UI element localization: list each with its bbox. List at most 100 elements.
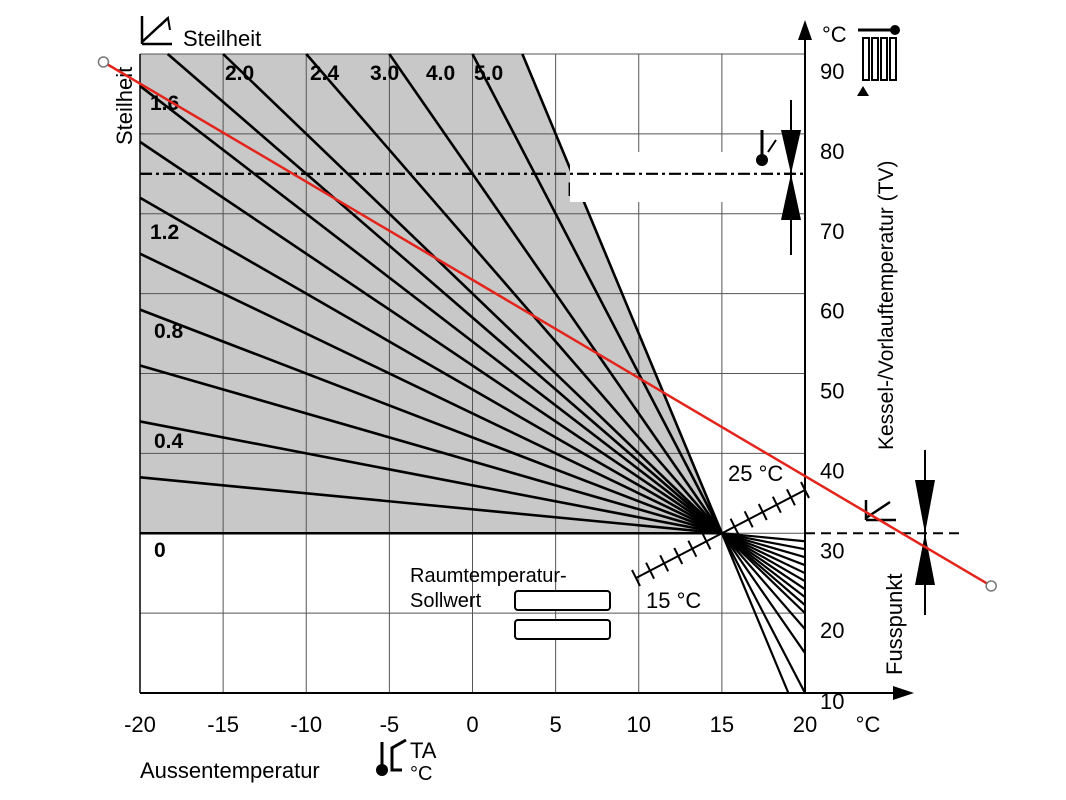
heating-curve-line: [139, 420, 723, 535]
ta-symbol-unit: °C: [410, 763, 432, 785]
heating-curve-line: [139, 84, 723, 535]
heating-curve-extension: [721, 532, 806, 583]
x-tick-label: 10: [627, 712, 651, 737]
y-unit-label: °C: [822, 22, 847, 47]
room-setpoint-tick: [659, 554, 670, 572]
heating-curve-line: [388, 53, 723, 534]
x-tick-label: 5: [550, 712, 562, 737]
ta-symbol-label: TA: [410, 738, 437, 763]
y-tick-label: 20: [820, 618, 844, 643]
y-tick-label: 90: [820, 59, 844, 84]
x-tick-label: -15: [207, 712, 239, 737]
heating-curve-line: [139, 196, 723, 535]
curve-value-label: 5.0: [474, 62, 503, 85]
annotations-layer: [140, 15, 960, 776]
y-tick-label: 80: [820, 139, 844, 164]
curve-value-label: 1.2: [150, 221, 179, 244]
x-tick-label: -5: [380, 712, 400, 737]
radiator-icon: [871, 37, 879, 81]
heating-curve-line: [166, 53, 723, 535]
radiator-icon: [880, 37, 888, 81]
room-setpoint-tick: [800, 481, 810, 499]
heating-curve-extension: [720, 532, 806, 654]
max-limit-arrow-down: [781, 130, 801, 174]
x-tick-label: 15: [710, 712, 734, 737]
heating-curves-layer: [139, 53, 806, 694]
curve-value-label: 0: [154, 539, 166, 562]
heating-curve-extension: [721, 532, 806, 543]
y-axis-arrow: [798, 20, 812, 40]
x-tick-label: -20: [124, 712, 156, 737]
heating-curve-line: [139, 364, 723, 535]
x-unit-label: °C: [856, 712, 881, 737]
thermometer-bulb-icon: [756, 154, 768, 166]
heating-curve-line: [222, 53, 723, 535]
fusspunkt-arrow-down: [915, 480, 935, 534]
room-setpoint-tick: [743, 510, 754, 528]
max-limit-label-bg: [570, 152, 770, 202]
red-reference-line: [102, 60, 992, 588]
heating-curve-extension: [720, 532, 806, 694]
radiator-valve-icon: [890, 25, 900, 35]
radiator-arrow-icon: [857, 86, 869, 96]
setpoint-day-box: [514, 590, 611, 611]
heating-curve-extension: [721, 532, 806, 559]
red-line-handle: [985, 580, 997, 592]
curve-value-label: 1.6: [150, 92, 179, 115]
x-tick-label: -10: [290, 712, 322, 737]
heating-curve-line: [139, 252, 723, 535]
ta-bracket-icon: [390, 738, 407, 772]
heating-curve-extension: [721, 532, 806, 551]
room-setpoint-tick: [701, 532, 712, 550]
red-line-layer: [97, 56, 997, 592]
y-tick-label: 50: [820, 379, 844, 404]
fusspunkt-label: Fusspunkt: [882, 574, 907, 676]
room-setpoint-high-label: 25 °C: [728, 461, 783, 486]
setpoint-night-box: [514, 619, 611, 640]
y-tick-label: 30: [820, 538, 844, 563]
heating-curve-extension: [721, 532, 806, 567]
room-setpoint-tick: [786, 488, 796, 506]
curve-value-label: 0.4: [154, 430, 184, 453]
slope-heading: Steilheit: [183, 26, 261, 51]
y-tick-label: 40: [820, 458, 844, 483]
radiator-icon: [889, 37, 897, 81]
room-setpoint-tick: [687, 540, 698, 558]
curve-value-label: 0.8: [154, 320, 184, 343]
ta-thermometer-bulb-icon: [376, 764, 388, 776]
room-setpoint-tick: [757, 503, 768, 521]
heating-curve-line: [139, 476, 722, 535]
y-tick-label: 70: [820, 219, 844, 244]
thermometer-arrow-icon: [767, 139, 777, 153]
room-setpoint-tick: [673, 547, 684, 565]
radiator-icon: [862, 37, 870, 81]
fusspunkt-symbol-icon: [864, 500, 896, 522]
x-axis-arrow: [893, 686, 914, 700]
heating-curve-extension: [721, 532, 806, 575]
curve-value-label: 2.4: [310, 62, 340, 85]
room-setpoint-tick: [771, 496, 782, 514]
room-setpoint-label: Sollwert: [410, 590, 482, 612]
slope-arrow-icon: [159, 15, 171, 31]
room-setpoint-tick: [645, 562, 655, 580]
room-setpoint-tick: [729, 518, 740, 536]
heating-curve-extension: [720, 532, 790, 694]
max-limit-arrow-up: [781, 173, 801, 220]
y-tick-label: 60: [820, 299, 844, 324]
room-setpoint-low-label: 15 °C: [646, 588, 701, 613]
curve-value-label: 2.0: [225, 62, 254, 85]
heating-curve-extension: [721, 532, 806, 614]
fusspunkt-arrow-up: [915, 533, 935, 585]
room-setpoint-tick: [631, 569, 641, 587]
y-axis-title: Kessel-/Vorlauftemperatur (TV): [875, 161, 898, 450]
curve-value-label: 4.0: [426, 62, 455, 85]
x-tick-label: 0: [466, 712, 478, 737]
axes-layer: [139, 20, 914, 700]
heating-curve-line: [139, 140, 723, 535]
red-line-handle: [97, 56, 110, 68]
y-tick-label: 10: [820, 689, 844, 714]
x-axis-title: Aussentemperatur: [140, 758, 320, 783]
room-setpoint-label: Raumtemperatur-: [410, 565, 567, 587]
curve-value-label: 3.0: [370, 62, 399, 85]
